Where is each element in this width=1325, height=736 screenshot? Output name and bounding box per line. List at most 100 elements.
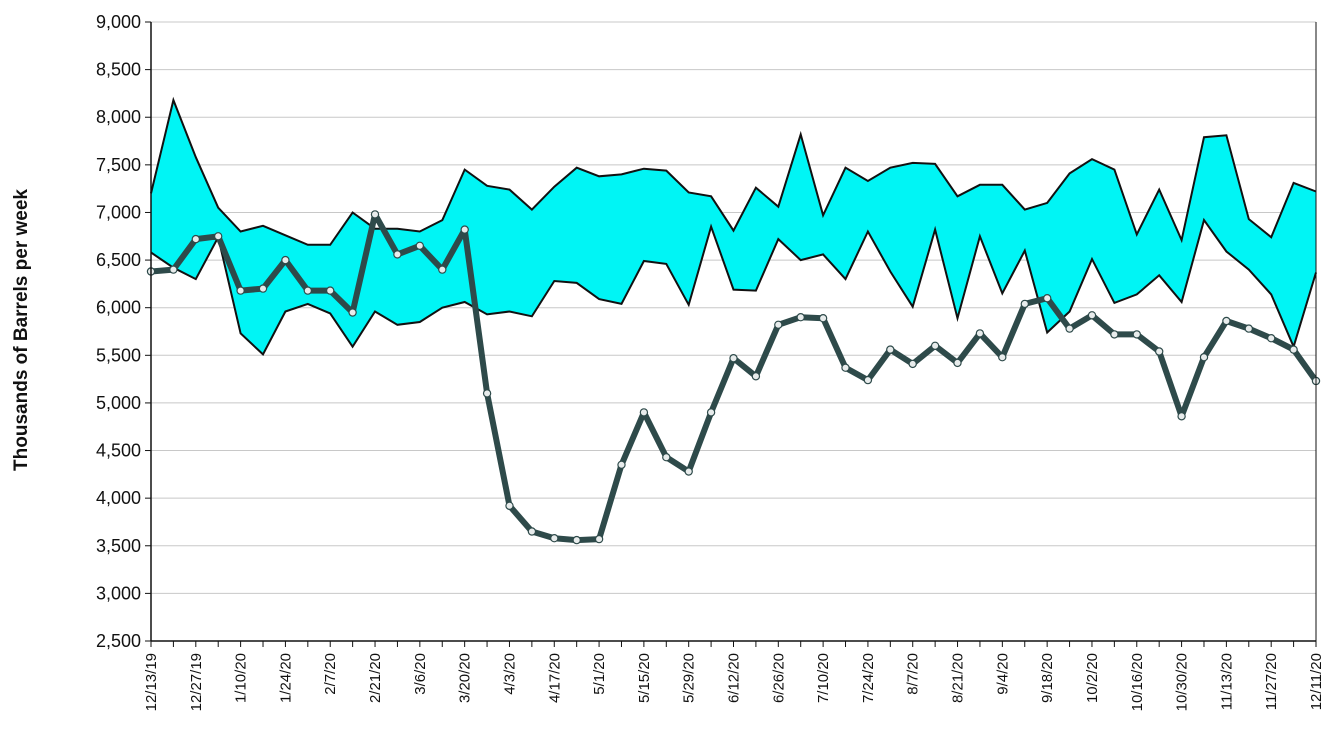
series-layer [146, 210, 1321, 545]
x-tick-label: 7/10/20 [815, 653, 832, 703]
x-tick-label: 10/30/20 [1174, 653, 1191, 711]
y-tick-label: 4,000 [96, 488, 141, 508]
data-point [975, 329, 985, 338]
data-point [617, 460, 626, 469]
y-axis-ticks: 2,500 3,000 3,500 4,000 4,500 5,000 5,500 6,000… [96, 12, 151, 651]
data-point [1020, 299, 1030, 309]
y-tick-label: 8,000 [96, 107, 141, 127]
y-tick-label: 8,500 [96, 60, 141, 80]
y-tick-label: 3,500 [96, 536, 141, 556]
y-tick-label: 9,000 [96, 12, 141, 32]
range-band-lower-edge [150, 217, 1317, 357]
x-tick-label: 11/27/20 [1263, 653, 1280, 710]
data-point [438, 265, 447, 274]
x-tick-label: 2/21/20 [367, 653, 384, 703]
data-point [348, 308, 357, 317]
data-point [662, 453, 671, 462]
grid-lines [151, 21, 1316, 642]
x-axis-ticks: 12/13/19 12/27/19 1/10/20 1/24/20 2/7/20 2/21… [143, 641, 1325, 711]
x-tick-label: 5/15/20 [636, 653, 653, 703]
data-point [281, 255, 290, 265]
data-point [706, 408, 716, 417]
data-point [1132, 330, 1142, 339]
data-point [684, 467, 693, 476]
y-tick-label: 6,500 [96, 250, 141, 270]
x-tick-label: 10/16/20 [1129, 653, 1146, 711]
data-point [1177, 412, 1186, 421]
data-point [863, 375, 873, 385]
x-tick-label: 8/21/20 [950, 653, 967, 703]
data-point [550, 534, 559, 543]
y-tick-label: 2,500 [96, 631, 141, 651]
x-tick-label: 3/6/20 [412, 653, 429, 695]
x-tick-label: 5/29/20 [681, 653, 698, 703]
data-point [213, 232, 223, 241]
data-point [258, 284, 268, 293]
data-point [370, 210, 380, 219]
data-point [639, 408, 649, 417]
data-point [886, 345, 895, 354]
data-point [751, 372, 761, 381]
x-tick-label: 9/18/20 [1039, 653, 1056, 703]
data-point [303, 286, 312, 295]
data-point [1087, 311, 1097, 320]
data-point [1065, 324, 1074, 333]
data-point [729, 354, 738, 363]
y-tick-label: 7,500 [96, 155, 141, 175]
x-tick-label: 10/2/20 [1084, 653, 1101, 703]
x-tick-label: 12/27/19 [188, 653, 205, 711]
data-point [1244, 324, 1254, 333]
data-point [594, 534, 604, 544]
x-tick-label: 9/4/20 [994, 653, 1011, 695]
data-point [1222, 316, 1231, 326]
data-point [415, 241, 424, 250]
data-point [1154, 347, 1164, 356]
data-point [930, 341, 940, 350]
y-axis-title: Thousands of Barrels per week [11, 189, 32, 471]
range-band [150, 96, 1317, 357]
x-tick-label: 4/3/20 [502, 653, 519, 695]
y-tick-label: 6,000 [96, 298, 141, 318]
data-point [1266, 334, 1276, 343]
data-point [572, 535, 581, 545]
x-tick-label: 7/24/20 [860, 653, 877, 703]
data-point [393, 250, 402, 259]
data-point [1042, 294, 1052, 303]
data-point [796, 313, 805, 322]
data-point [191, 234, 200, 244]
data-point [326, 286, 335, 295]
data-point [1289, 345, 1298, 354]
range-band-upper-edge [150, 96, 1317, 246]
data-point [774, 320, 783, 329]
y-tick-label: 5,500 [96, 345, 141, 365]
data-point [460, 225, 469, 234]
x-tick-label: 3/20/20 [457, 653, 474, 703]
axes [150, 22, 1317, 642]
y-tick-label: 5,000 [96, 393, 141, 413]
y-tick-label: 4,500 [96, 441, 141, 461]
x-tick-label: 12/13/19 [143, 653, 160, 711]
x-tick-label: 1/24/20 [277, 653, 294, 703]
x-tick-label: 12/11/20 [1308, 653, 1325, 710]
data-point [908, 359, 917, 369]
x-tick-label: 2/7/20 [322, 653, 339, 695]
x-tick-label: 11/13/20 [1218, 653, 1235, 710]
data-point [818, 314, 828, 323]
x-tick-label: 4/17/20 [546, 653, 563, 703]
data-point [998, 353, 1007, 362]
x-tick-label: 6/12/20 [726, 653, 743, 703]
data-point [482, 389, 492, 398]
data-point [953, 358, 962, 368]
data-point [236, 286, 245, 295]
data-point [505, 501, 514, 510]
y-tick-label: 3,000 [96, 583, 141, 603]
x-tick-label: 5/1/20 [591, 653, 608, 695]
data-point [527, 527, 537, 536]
x-tick-label: 8/7/20 [905, 653, 922, 695]
data-point [169, 265, 178, 274]
range-band-fill [151, 100, 1316, 355]
data-point [1110, 330, 1119, 339]
x-tick-label: 6/26/20 [770, 653, 787, 703]
x-tick-label: 1/10/20 [233, 653, 250, 703]
